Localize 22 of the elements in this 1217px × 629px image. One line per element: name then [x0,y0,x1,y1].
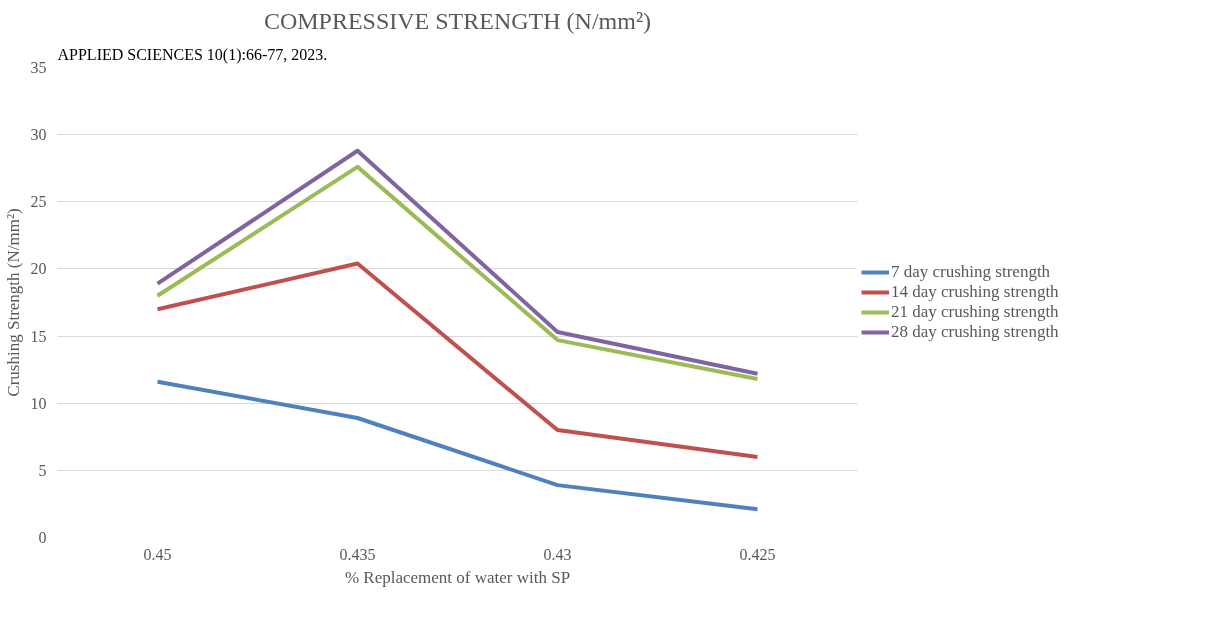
x-tick-label: 0.45 [143,545,172,563]
y-tick-label: 15 [30,327,47,345]
y-tick-label: 0 [38,529,47,546]
x-tick-label: 0.425 [739,545,776,563]
y-tick-label: 5 [38,461,47,479]
legend-label: 21 day crushing strength [891,302,1059,322]
y-tick-label: 35 [30,59,47,76]
x-axis-title: % Replacement of water with SP [344,567,571,587]
y-axis-title: Crushing Strength (N/mm²) [3,208,23,397]
line-series [155,379,760,512]
x-tick-label: 0.435 [339,545,376,563]
y-tick-label: 20 [30,260,47,278]
y-tick-label: 10 [30,394,47,412]
line-series [155,261,760,459]
y-tick-label: 30 [30,126,47,144]
y-tick-label: 25 [30,193,47,211]
legend-label: 7 day crushing strength [891,262,1051,282]
x-tick-label: 0.43 [543,545,572,563]
legend-label: 28 day crushing strength [891,322,1059,342]
chart-title: COMPRESSIVE STRENGTH (N/mm²) [263,7,652,34]
legend-label: 14 day crushing strength [891,282,1059,302]
text: APPLIED SCIENCES 10(1):66-77, 2023. [57,45,328,64]
